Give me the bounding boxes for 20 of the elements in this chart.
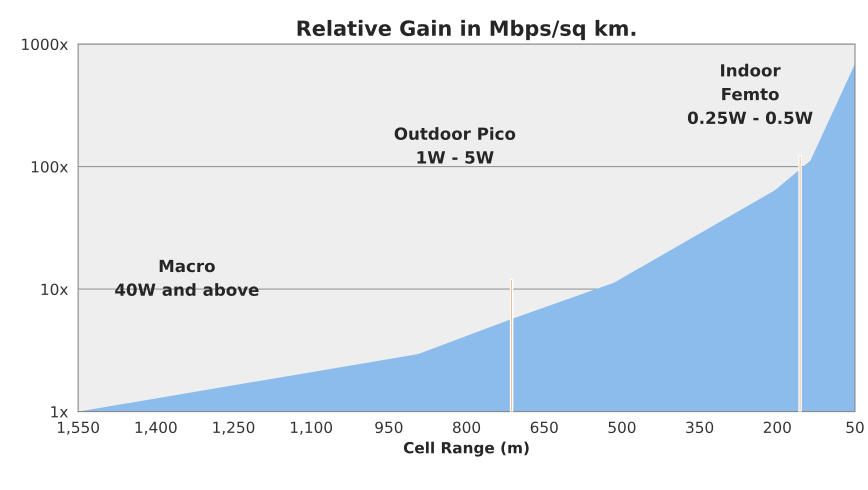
annotation: Macro 40W and above <box>115 260 259 296</box>
x-tick-label: 500 <box>608 422 636 434</box>
x-tick-label: 950 <box>375 422 402 434</box>
x-tick-label: 1,400 <box>136 422 177 435</box>
y-tick-label: 100x <box>32 161 68 173</box>
annotation: Indoor Femto 0.25W - 0.5W <box>688 64 813 124</box>
y-tick-label: 1000x <box>22 38 68 50</box>
y-tick-label: 10x <box>42 284 68 296</box>
x-tick-label: 200 <box>764 422 791 434</box>
x-tick-label: 50 <box>846 422 864 434</box>
x-axis-title: Cell Range (m) <box>404 442 529 457</box>
annotation: Outdoor Pico 1W - 5W <box>394 127 516 164</box>
x-tick-label: 800 <box>453 422 480 434</box>
chart-title: Relative Gain in Mbps/sq km. <box>298 20 636 40</box>
x-tick-label: 1,100 <box>290 422 332 435</box>
x-tick-label: 350 <box>686 422 714 434</box>
x-tick-label: 1,250 <box>213 422 254 435</box>
y-tick-label: 1x <box>51 406 68 418</box>
x-tick-label: 650 <box>530 422 558 434</box>
x-tick-label: 1,550 <box>58 422 99 435</box>
